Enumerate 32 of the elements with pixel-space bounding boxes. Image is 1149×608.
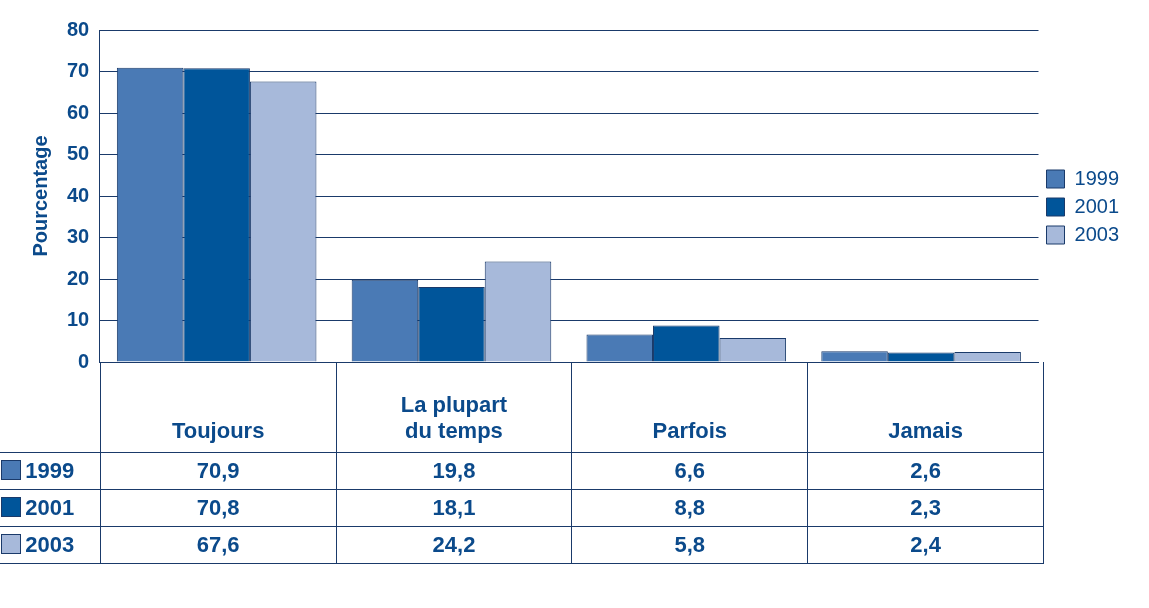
y-tick-label: 10 [67,308,90,331]
text: 2003 [25,532,75,557]
data-label: 5,8 [571,526,808,564]
y-tick-label: 70 [67,59,90,82]
data-label: 8,8 [571,489,808,527]
y-tick-label: 30 [67,225,90,248]
data-label: 6,6 [571,452,808,490]
data-label: 2,4 [807,526,1044,564]
legend-label: 2001 [1074,194,1120,217]
x-tick-label: Jamais [807,362,1044,453]
data-label: 18,1 [336,489,572,527]
x-tick-label: Parfois [571,362,808,453]
y-tick-label: 0 [78,349,90,372]
y-axis-title: Pourcentage [28,135,51,257]
text: 1999 [1074,166,1120,189]
data-label: 67,6 [100,526,337,564]
legend-label: 1999 [0,452,101,490]
data-label: 2,6 [807,452,1044,490]
y-tick-label: 60 [67,100,90,123]
y-tick-label: 80 [67,17,90,40]
y-tick-label: 20 [67,266,90,289]
x-tick-label: La plupart du temps [336,362,572,453]
data-label: 24,2 [336,526,572,564]
text: 2001 [25,495,75,520]
y-tick-label: 50 [67,142,90,165]
data-label: 70,9 [100,452,337,490]
data-label: 70,8 [100,489,337,527]
data-label: 19,8 [336,452,572,490]
legend-label: 2003 [1074,222,1120,245]
data-label: 2,3 [807,489,1044,527]
y-tick-label: 40 [67,183,90,206]
x-tick-label: Toujours [100,362,337,453]
